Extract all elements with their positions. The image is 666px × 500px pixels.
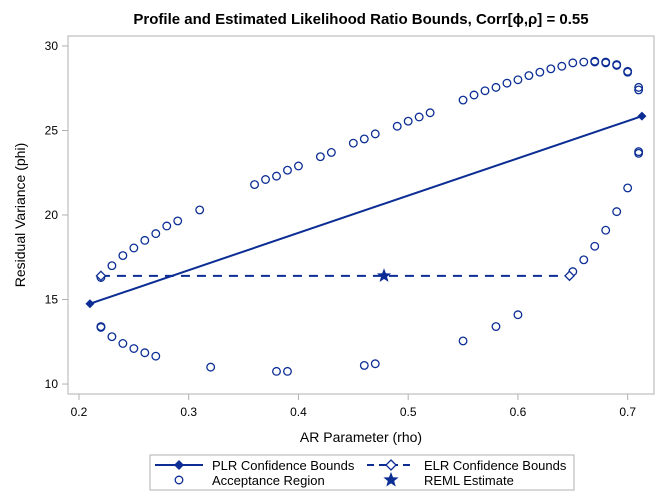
acceptance-point <box>272 366 281 376</box>
acceptance-point <box>348 138 358 148</box>
legend-reml-label: REML Estimate <box>424 473 514 488</box>
acceptance-point <box>151 351 161 361</box>
y-tick-label: 30 <box>45 39 59 53</box>
acceptance-point <box>535 67 545 77</box>
acceptance-point <box>359 134 369 144</box>
acceptance-point <box>403 116 413 126</box>
acceptance-point <box>283 165 292 175</box>
acceptance-point <box>293 161 303 171</box>
plr-bound-marker <box>637 111 647 121</box>
acceptance-point <box>623 67 633 77</box>
y-tick-label: 15 <box>45 293 59 307</box>
acceptance-point <box>370 129 380 139</box>
acceptance-point <box>140 235 150 245</box>
acceptance-point <box>491 82 501 92</box>
legend-plr-diamond-icon <box>174 460 184 470</box>
x-tick-label: 0.6 <box>510 405 527 419</box>
acceptance-point <box>151 229 161 239</box>
x-axis-label: AR Parameter (rho) <box>300 429 422 445</box>
legend-acceptance-label: Acceptance Region <box>212 473 325 488</box>
y-tick-label: 20 <box>45 208 59 222</box>
plot-marks <box>85 56 647 376</box>
acceptance-point <box>513 310 523 320</box>
acceptance-point <box>107 332 117 342</box>
x-tick-label: 0.7 <box>619 405 636 419</box>
acceptance-point <box>392 121 402 131</box>
acceptance-point <box>612 207 622 217</box>
acceptance-point <box>579 255 589 265</box>
acceptance-point <box>206 362 216 372</box>
acceptance-point <box>129 243 139 253</box>
acceptance-point <box>546 64 556 74</box>
legend-acceptance-circle-icon <box>174 475 184 485</box>
acceptance-point <box>634 148 644 158</box>
acceptance-point <box>623 183 633 193</box>
acceptance-point <box>634 82 644 92</box>
acceptance-point <box>491 322 501 332</box>
x-tick-label: 0.2 <box>71 405 88 419</box>
acceptance-point <box>579 57 589 67</box>
acceptance-point <box>590 56 600 66</box>
x-tick-label: 0.5 <box>400 405 417 419</box>
acceptance-point <box>107 261 117 271</box>
acceptance-point <box>370 359 380 369</box>
x-tick-label: 0.4 <box>290 405 307 419</box>
elr-bound-marker <box>564 270 575 282</box>
y-axis: 10 15 20 25 30 <box>45 39 68 391</box>
acceptance-point <box>250 180 260 190</box>
acceptance-point <box>315 152 325 162</box>
plr-line <box>89 115 643 305</box>
y-tick-label: 10 <box>45 377 59 391</box>
acceptance-point <box>359 360 369 370</box>
acceptance-point <box>195 205 205 215</box>
acceptance-point <box>469 90 479 100</box>
acceptance-point <box>634 85 644 95</box>
legend-reml-star-icon <box>383 472 399 487</box>
x-tick-label: 0.3 <box>180 405 197 419</box>
plot-frame <box>67 35 655 395</box>
acceptance-point <box>414 112 424 122</box>
acceptance-point <box>601 58 611 68</box>
y-axis-label: Residual Variance (phi) <box>12 143 28 287</box>
acceptance-point <box>162 221 172 231</box>
acceptance-point <box>425 108 435 118</box>
legend-elr-label: ELR Confidence Bounds <box>424 458 567 473</box>
acceptance-point <box>502 78 512 88</box>
acceptance-point <box>326 148 336 157</box>
acceptance-point <box>557 61 567 71</box>
acceptance-point <box>118 339 128 348</box>
legend: PLR Confidence Bounds ELR Confidence Bou… <box>149 454 575 491</box>
reml-estimate-star <box>376 268 392 282</box>
acceptance-point <box>458 336 468 346</box>
y-tick-label: 25 <box>45 123 59 137</box>
plr-bound-marker <box>85 299 95 309</box>
acceptance-point <box>283 366 292 376</box>
acceptance-point <box>118 251 128 261</box>
elr-bound-marker <box>95 270 107 282</box>
acceptance-point <box>129 344 139 353</box>
acceptance-point <box>272 171 281 181</box>
acceptance-point <box>513 75 523 85</box>
acceptance-point <box>480 86 490 96</box>
legend-frame <box>149 454 575 491</box>
chart-title: Profile and Estimated Likelihood Ratio B… <box>133 11 588 28</box>
acceptance-point <box>261 175 270 184</box>
acceptance-point <box>590 241 600 251</box>
legend-plr-label: PLR Confidence Bounds <box>212 458 355 473</box>
acceptance-point <box>612 60 622 70</box>
x-axis: 0.2 0.3 0.4 0.5 0.6 0.7 <box>71 394 636 419</box>
acceptance-point <box>524 71 534 81</box>
acceptance-point <box>568 58 578 68</box>
acceptance-point <box>601 225 611 235</box>
acceptance-point <box>458 95 468 105</box>
legend-elr-diamond-icon <box>385 459 397 471</box>
acceptance-point <box>96 322 106 332</box>
acceptance-point <box>173 216 183 226</box>
acceptance-point <box>140 348 150 358</box>
